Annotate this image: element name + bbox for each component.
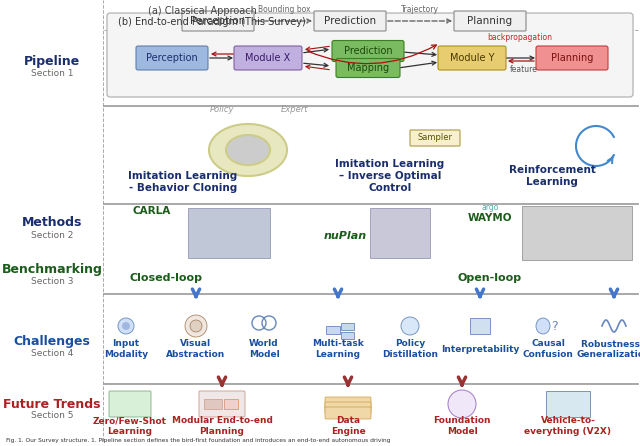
- Circle shape: [122, 322, 130, 330]
- Text: feature: feature: [510, 66, 538, 74]
- Text: Modular End-to-end
Planning: Modular End-to-end Planning: [172, 416, 273, 436]
- Text: Zero/Few-Shot
Learning: Zero/Few-Shot Learning: [93, 416, 167, 436]
- Text: Section 3: Section 3: [31, 277, 73, 285]
- Text: Foundation
Model: Foundation Model: [433, 416, 491, 436]
- Bar: [204, 399, 222, 409]
- FancyBboxPatch shape: [454, 11, 526, 31]
- Text: Causal
Confusion: Causal Confusion: [523, 339, 573, 359]
- Text: Vehicle-to-
everything (V2X): Vehicle-to- everything (V2X): [525, 416, 611, 436]
- Text: Prediction: Prediction: [344, 46, 392, 56]
- Text: Challenges: Challenges: [13, 334, 90, 347]
- FancyBboxPatch shape: [109, 391, 151, 417]
- Text: Trajectory: Trajectory: [401, 4, 439, 13]
- Text: Methods: Methods: [22, 216, 82, 230]
- Text: World
Model: World Model: [248, 339, 280, 359]
- Text: Section 1: Section 1: [31, 69, 73, 78]
- Bar: [470, 318, 490, 334]
- Text: Perception: Perception: [146, 53, 198, 63]
- Text: Visual
Abstraction: Visual Abstraction: [166, 339, 226, 359]
- FancyBboxPatch shape: [136, 46, 208, 70]
- Text: Mapping: Mapping: [347, 63, 389, 73]
- FancyBboxPatch shape: [536, 46, 608, 70]
- Text: Closed-loop: Closed-loop: [129, 273, 202, 283]
- FancyBboxPatch shape: [336, 58, 400, 78]
- Text: (a) Classical Approach: (a) Classical Approach: [148, 6, 257, 16]
- FancyBboxPatch shape: [325, 407, 371, 419]
- FancyBboxPatch shape: [325, 402, 371, 414]
- FancyBboxPatch shape: [546, 391, 590, 417]
- Text: backpropagation: backpropagation: [488, 33, 552, 42]
- Ellipse shape: [185, 315, 207, 337]
- Ellipse shape: [226, 135, 270, 165]
- Text: Data
Engine: Data Engine: [331, 416, 365, 436]
- Text: Open-loop: Open-loop: [458, 273, 522, 283]
- FancyBboxPatch shape: [325, 397, 371, 409]
- Text: Planning: Planning: [467, 16, 513, 26]
- Text: WAYMO: WAYMO: [468, 213, 512, 223]
- FancyBboxPatch shape: [332, 41, 404, 62]
- Text: Multi-task
Learning: Multi-task Learning: [312, 339, 364, 359]
- FancyBboxPatch shape: [410, 130, 460, 146]
- Text: Policy: Policy: [210, 104, 234, 113]
- Text: (b) End-to-end Paradigm (This Survey): (b) End-to-end Paradigm (This Survey): [118, 17, 306, 27]
- Text: Imitation Learning
- Behavior Cloning: Imitation Learning - Behavior Cloning: [129, 171, 237, 193]
- Text: CARLA: CARLA: [133, 206, 171, 216]
- Circle shape: [448, 390, 476, 418]
- FancyBboxPatch shape: [188, 208, 270, 258]
- Ellipse shape: [209, 124, 287, 176]
- Text: Imitation Learning
– Inverse Optimal
Control: Imitation Learning – Inverse Optimal Con…: [335, 159, 445, 193]
- Text: Future Trends: Future Trends: [3, 397, 100, 410]
- Text: Input
Modality: Input Modality: [104, 339, 148, 359]
- Text: Pipeline: Pipeline: [24, 54, 80, 67]
- Text: Expert: Expert: [281, 104, 308, 113]
- Text: Section 2: Section 2: [31, 231, 73, 240]
- Text: Prediction: Prediction: [324, 16, 376, 26]
- FancyBboxPatch shape: [107, 13, 633, 97]
- Text: Reinforcement
Learning: Reinforcement Learning: [509, 165, 595, 187]
- FancyBboxPatch shape: [182, 11, 254, 31]
- Text: Perception: Perception: [190, 16, 246, 26]
- FancyBboxPatch shape: [438, 46, 506, 70]
- Ellipse shape: [190, 320, 202, 332]
- Ellipse shape: [536, 318, 550, 334]
- FancyBboxPatch shape: [199, 391, 245, 417]
- Text: nuPlan: nuPlan: [323, 231, 367, 241]
- Text: ?: ?: [550, 319, 557, 333]
- Text: Robustness /
Generalization: Robustness / Generalization: [577, 339, 640, 359]
- Bar: [341, 332, 354, 339]
- Text: Planning: Planning: [551, 53, 593, 63]
- Text: Policy
Distillation: Policy Distillation: [382, 339, 438, 359]
- FancyBboxPatch shape: [370, 208, 430, 258]
- Text: Module X: Module X: [245, 53, 291, 63]
- Text: Module Y: Module Y: [450, 53, 494, 63]
- Bar: [341, 323, 354, 330]
- Text: Bounding box: Bounding box: [258, 4, 310, 13]
- Text: Section 5: Section 5: [31, 412, 73, 421]
- Bar: [326, 326, 340, 334]
- Text: Sampler: Sampler: [417, 133, 452, 143]
- Text: Interpretability: Interpretability: [441, 344, 519, 354]
- Text: Benchmarking: Benchmarking: [1, 263, 102, 276]
- Circle shape: [401, 317, 419, 335]
- Bar: [224, 399, 238, 409]
- FancyBboxPatch shape: [522, 206, 632, 260]
- Text: argo: argo: [481, 203, 499, 212]
- Text: Section 4: Section 4: [31, 348, 73, 358]
- FancyBboxPatch shape: [314, 11, 386, 31]
- Text: Fig. 1. Our Survey structure. 1. Pipeline section defines the bird-first foundat: Fig. 1. Our Survey structure. 1. Pipelin…: [6, 438, 390, 443]
- Circle shape: [118, 318, 134, 334]
- FancyBboxPatch shape: [234, 46, 302, 70]
